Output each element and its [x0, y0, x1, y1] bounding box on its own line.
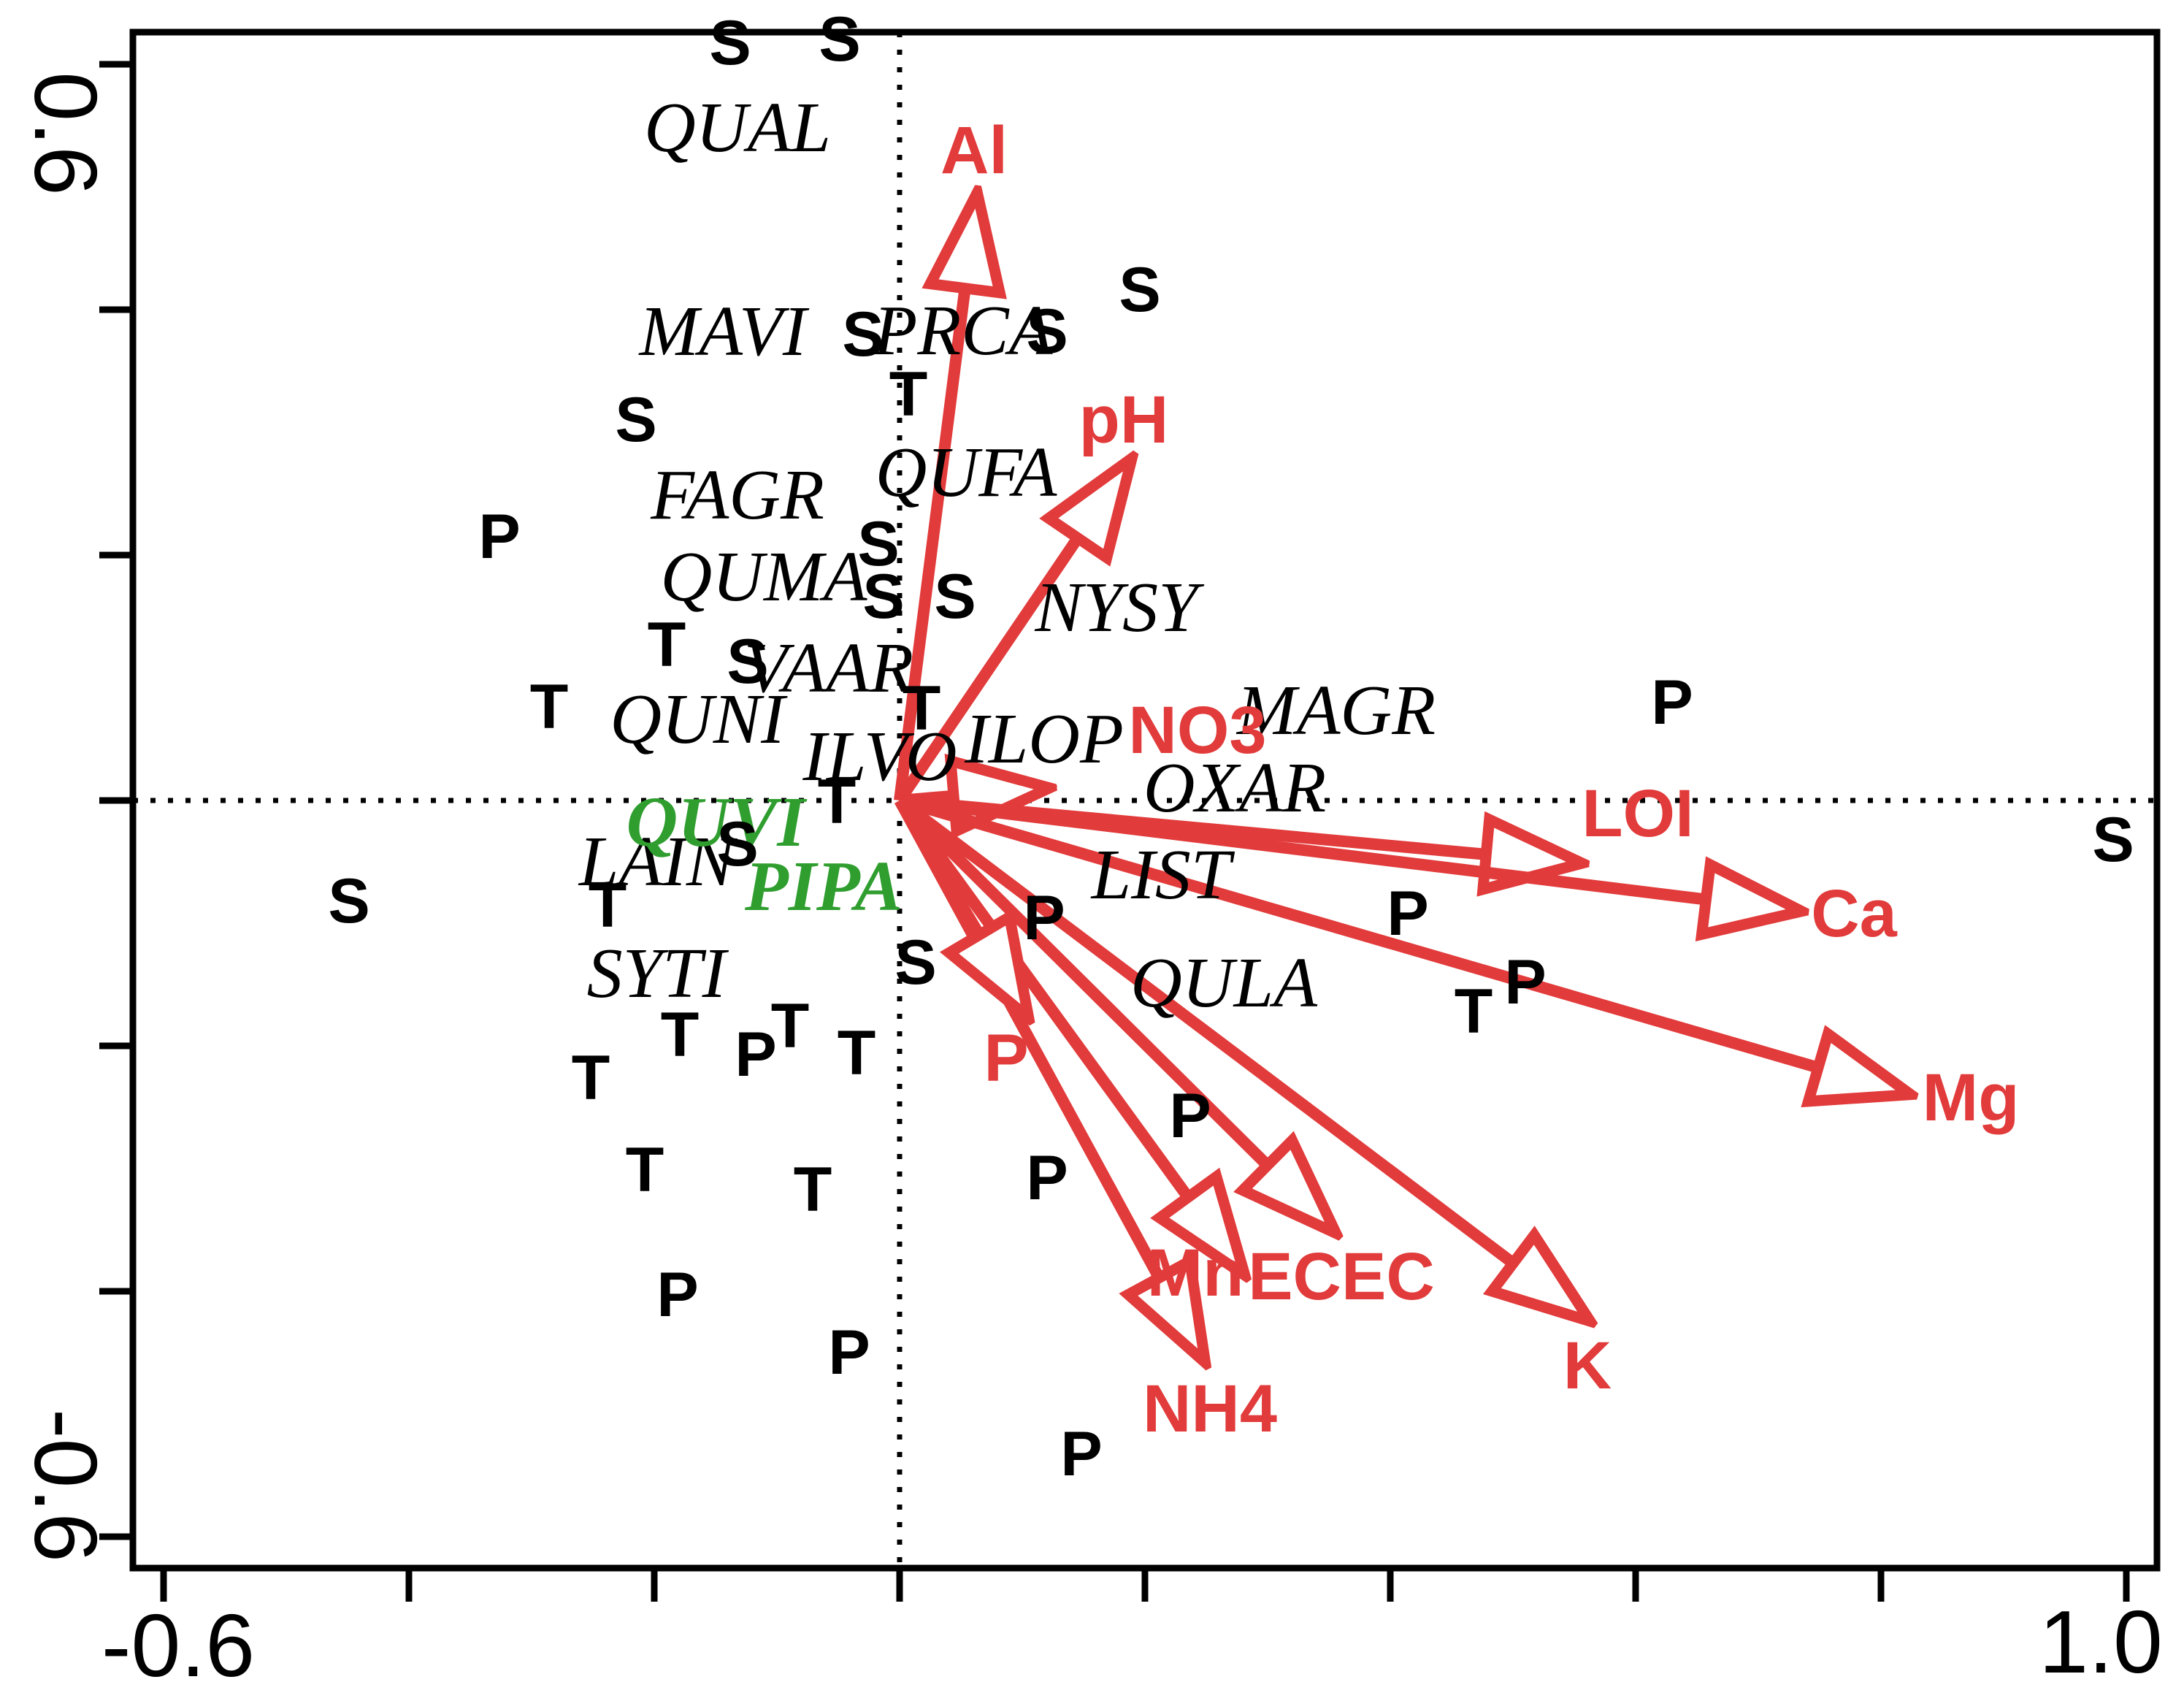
sample-point-s: S [727, 627, 769, 697]
env-label-K: K [1563, 1329, 1612, 1403]
species-label-QUAL: QUAL [644, 88, 831, 167]
env-label-Ca: Ca [1811, 876, 1897, 951]
sample-point-s: S [819, 4, 861, 74]
species-label-ILOP: ILOP [965, 700, 1124, 779]
sample-point-p: P [735, 1020, 777, 1090]
sample-point-s: S [934, 562, 976, 632]
env-label-NH4: NH4 [1142, 1372, 1278, 1446]
sample-point-t: T [889, 359, 928, 429]
env-arrow-P [894, 797, 979, 935]
species-label-QUVI: QUVI [626, 783, 805, 862]
species-label-ILVO: ILVO [802, 717, 957, 796]
sample-point-t: T [588, 871, 627, 941]
env-arrow-Ca [899, 795, 1706, 900]
env-arrow-Mn [894, 797, 1188, 1197]
sample-point-p: P [1060, 1419, 1103, 1489]
x-axis-tick-label-max: 1.0 [2039, 1592, 2163, 1692]
sample-point-t: T [660, 1000, 700, 1070]
sample-point-p: P [1023, 883, 1065, 953]
species-label-QUFA: QUFA [875, 433, 1057, 512]
species-label-SYTI: SYTI [586, 934, 727, 1013]
species-label-OXAR: OXAR [1143, 749, 1327, 827]
env-label-Mn: Mn [1146, 1236, 1244, 1310]
sample-point-t: T [529, 672, 569, 742]
sample-point-s: S [1119, 255, 1161, 325]
env-label-Mg: Mg [1922, 1060, 2020, 1135]
env-label-Al: Al [940, 113, 1008, 188]
y-axis-tick-label-max: 0.6 [16, 72, 115, 196]
env-arrow-K [896, 795, 1513, 1264]
sample-point-p: P [828, 1318, 870, 1388]
sample-point-p: P [1651, 668, 1693, 738]
sample-point-t: T [902, 673, 941, 744]
sample-point-t: T [837, 1018, 876, 1088]
env-arrow-Mg [897, 795, 1818, 1068]
sample-point-p: P [656, 1260, 699, 1330]
env-arrow-Al [894, 288, 965, 802]
env-arrow-ECEC [895, 796, 1268, 1166]
sample-point-s: S [1026, 297, 1068, 367]
species-label-QUNI: QUNI [610, 680, 785, 759]
env-label-NO3: NO3 [1128, 693, 1267, 768]
species-label-PIPA: PIPA [745, 847, 903, 926]
species-label-LIST: LIST [1091, 836, 1231, 914]
sample-point-s: S [2092, 805, 2134, 875]
env-label-pH: pH [1078, 383, 1169, 457]
env-label-LOI: LOI [1582, 776, 1694, 851]
species-label-NYSY: NYSY [1035, 568, 1198, 647]
sample-point-s: S [615, 385, 657, 455]
sample-point-p: P [1504, 947, 1547, 1017]
species-label-VAAR: VAAR [743, 629, 914, 708]
sample-point-s: S [709, 8, 751, 78]
env-label-P: P [984, 1021, 1029, 1096]
sample-point-p: P [1026, 1143, 1068, 1213]
sample-point-s: S [716, 809, 759, 879]
env-label-ECEC: ECEC [1248, 1239, 1435, 1314]
sample-point-t: T [817, 767, 857, 837]
sample-point-s: S [862, 562, 905, 632]
species-label-FAGR: FAGR [651, 456, 824, 535]
sample-point-p: P [478, 502, 521, 572]
sample-point-s: S [842, 299, 884, 370]
species-label-QUMA: QUMA [660, 538, 867, 616]
species-label-QULA: QULA [1130, 944, 1317, 1022]
sample-point-s: S [328, 866, 370, 936]
species-label-PRCA: PRCA [873, 291, 1053, 370]
sample-point-p: P [1387, 879, 1429, 949]
sample-point-t: T [793, 1155, 832, 1225]
species-label-LAIN: LAIN [578, 822, 735, 901]
sample-point-s: S [857, 509, 900, 579]
sample-point-s: S [894, 928, 937, 998]
sample-point-t: T [770, 991, 810, 1061]
x-axis-tick-label-min: -0.6 [101, 1596, 256, 1695]
sample-point-t: T [571, 1043, 610, 1113]
y-axis-tick-label-min: -0.6 [16, 1408, 115, 1563]
sample-point-t: T [1454, 976, 1493, 1047]
sample-point-t: T [625, 1135, 664, 1205]
species-label-MAGR: MAGR [1236, 671, 1436, 750]
species-label-MAVI: MAVI [639, 292, 807, 371]
sample-point-p: P [1169, 1081, 1211, 1151]
env-arrow-pH [894, 538, 1078, 804]
sample-point-t: T [647, 610, 686, 680]
